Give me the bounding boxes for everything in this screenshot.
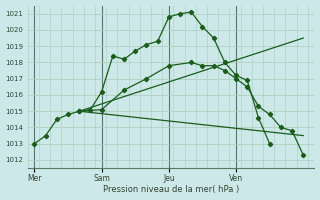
X-axis label: Pression niveau de la mer( hPa ): Pression niveau de la mer( hPa ) [103,185,239,194]
